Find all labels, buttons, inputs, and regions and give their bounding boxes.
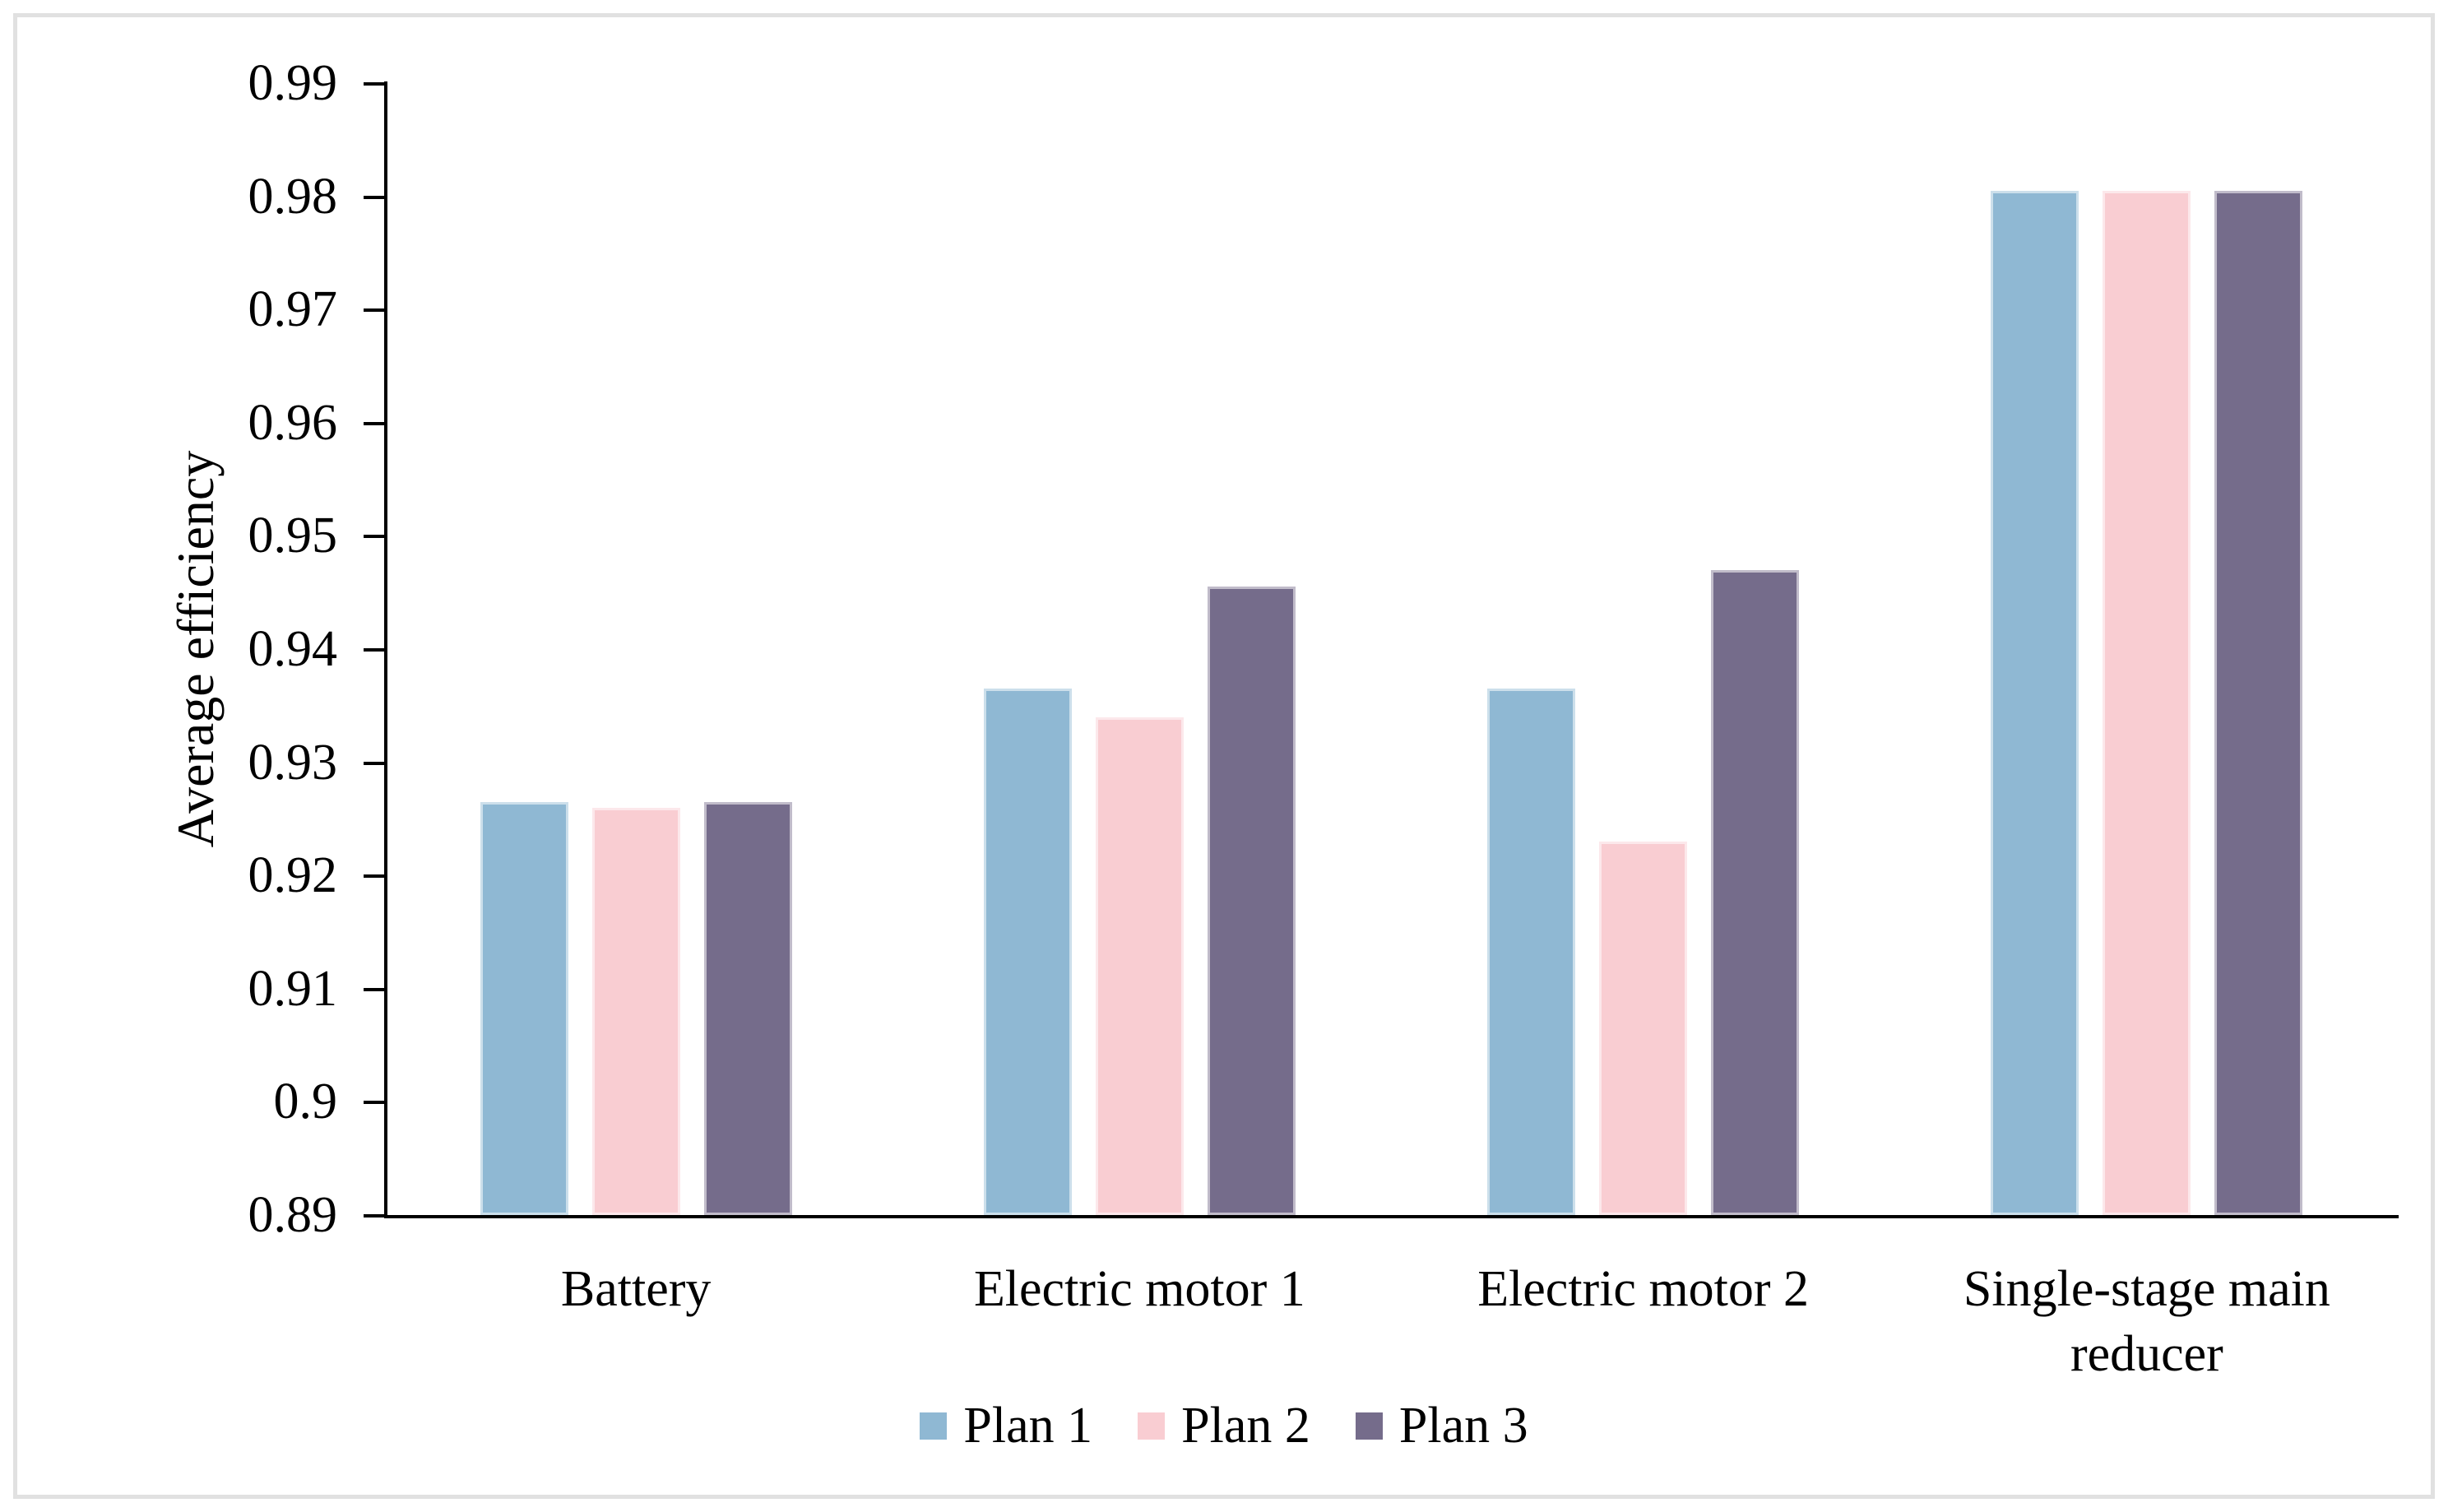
legend-swatch-plan-1 [920,1412,948,1440]
y-tick-label: 0.91 [248,960,338,1017]
y-tick-label: 0.96 [248,394,338,451]
category-label-electric-motor-2: Electric motor 2 [1477,1261,1810,1317]
category-label-battery: Battery [560,1261,712,1317]
y-tick-label: 0.99 [248,55,338,111]
legend-label-plan-1: Plan 1 [963,1398,1093,1454]
bar-plan-2-battery [591,807,680,1215]
chart-legend: Plan 1 Plan 2 Plan 3 [0,1397,2448,1455]
y-tick-label: 0.93 [248,734,338,791]
y-tick-mark [364,648,384,652]
bar-plan-2-electric-motor-1 [1095,717,1184,1215]
y-tick-label: 0.98 [248,168,338,225]
y-tick-mark [364,421,384,425]
x-axis-line [384,1215,2399,1218]
y-tick-label: 0.9 [273,1074,338,1130]
bar-plan-1-battery [480,801,568,1215]
y-tick-mark [364,874,384,879]
category-label-electric-motor-1: Electric motor 1 [973,1261,1305,1317]
legend-swatch-plan-2 [1138,1412,1166,1440]
bar-plan-1-electric-motor-2 [1487,689,1576,1215]
y-tick-mark [364,535,384,539]
legend-item-plan-1: Plan 1 [920,1397,1092,1455]
y-tick-label: 0.89 [248,1187,338,1243]
bar-plan-2-single-stage-main-reducer [2103,190,2191,1215]
y-tick-label: 0.95 [248,508,338,564]
bar-plan-2-electric-motor-2 [1599,841,1688,1215]
legend-item-plan-2: Plan 2 [1138,1397,1310,1455]
legend-swatch-plan-3 [1355,1412,1383,1440]
y-tick-mark [364,987,384,991]
bar-plan-3-electric-motor-1 [1207,587,1296,1215]
y-tick-mark [364,195,384,199]
y-tick-mark [364,1214,384,1217]
y-axis-line [384,81,387,1218]
y-tick-label: 0.97 [248,281,338,338]
legend-label-plan-3: Plan 3 [1398,1398,1528,1454]
bar-plan-1-single-stage-main-reducer [1991,190,2079,1215]
legend-label-plan-2: Plan 2 [1181,1398,1310,1454]
y-tick-mark [364,1101,384,1105]
y-tick-label: 0.94 [248,621,338,677]
category-label-single-stage-main-reducer: Single-stage main reducer [1963,1261,2330,1383]
bar-plan-3-single-stage-main-reducer [2214,190,2303,1215]
bar-plan-3-electric-motor-2 [1711,569,1800,1215]
legend-item-plan-3: Plan 3 [1355,1397,1528,1455]
bar-plan-1-electric-motor-1 [983,689,1072,1215]
figure-border [13,13,2435,1499]
y-tick-label: 0.92 [248,847,338,904]
y-tick-mark [364,82,384,86]
y-tick-mark [364,308,384,313]
y-tick-mark [364,761,384,765]
bar-plan-3-battery [703,801,792,1215]
